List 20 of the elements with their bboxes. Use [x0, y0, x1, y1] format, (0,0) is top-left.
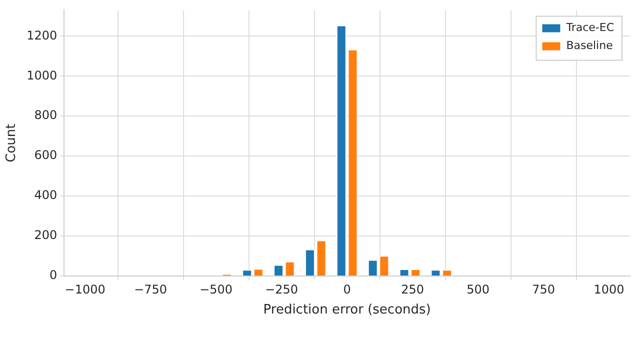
x-tick-label: 1000	[594, 282, 624, 296]
y-tick-label: 0	[50, 268, 58, 282]
x-tick-label: 500	[466, 282, 490, 296]
x-tick-label: −1000	[64, 282, 106, 296]
y-tick-label: 1000	[26, 68, 58, 82]
y-tick-label: 200	[34, 228, 58, 242]
x-axis-title: Prediction error (seconds)	[263, 302, 431, 318]
y-axis-title: Count	[4, 124, 20, 162]
x-tick-label: −500	[200, 282, 233, 296]
x-tick-label: −750	[134, 282, 168, 296]
x-tick-label: −250	[265, 282, 298, 296]
x-tick-label: 0	[343, 282, 351, 296]
x-tick-label: 250	[401, 282, 424, 296]
legend-label: Trace-EC	[565, 21, 614, 34]
y-tick-label: 600	[34, 148, 58, 162]
x-tick-label: 750	[532, 282, 555, 296]
legend-label: Baseline	[566, 39, 614, 52]
y-tick-label: 1200	[26, 28, 58, 42]
y-tick-label: 400	[34, 188, 58, 202]
y-tick-label: 800	[34, 108, 58, 122]
